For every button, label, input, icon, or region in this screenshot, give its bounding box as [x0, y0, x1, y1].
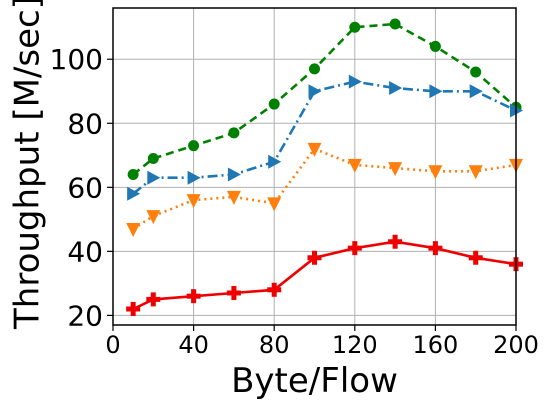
series-layer [126, 18, 523, 316]
marker-circle [228, 127, 240, 139]
marker-triangle-right [268, 154, 282, 169]
marker-triangle-down [186, 194, 201, 209]
marker-triangle-right [348, 74, 362, 89]
marker-circle [389, 18, 401, 30]
marker-circle [127, 169, 139, 181]
y-tick-label: 60 [67, 171, 103, 204]
marker-triangle-down [307, 142, 322, 157]
marker-plus-v [312, 250, 317, 265]
grid-lines [112, 8, 517, 325]
x-tick-labels: 0 40 80 120 160 200 [105, 331, 539, 359]
marker-triangle-right [308, 84, 322, 99]
y-tick-label: 80 [67, 107, 103, 140]
marker-triangle-right [429, 84, 443, 99]
marker-circle [429, 40, 441, 52]
marker-circle [147, 152, 159, 164]
marker-circle [349, 21, 361, 33]
marker-plus-v [392, 234, 398, 249]
marker-triangle-down [267, 197, 282, 212]
series-1 [127, 74, 523, 201]
marker-circle [188, 140, 200, 152]
marker-plus-v [473, 250, 479, 265]
x-axis-title: Byte/Flow [231, 361, 398, 401]
marker-triangle-down [468, 165, 483, 180]
marker-plus-v [191, 289, 197, 304]
marker-triangle-down [146, 210, 161, 225]
tick-marks [107, 58, 517, 331]
marker-plus-v [352, 241, 358, 256]
y-axis-title: Throughput [M/sec] [8, 0, 48, 330]
marker-triangle-down [126, 222, 141, 237]
marker-triangle-right [469, 84, 483, 99]
marker-triangle-down [226, 190, 241, 205]
marker-triangle-right [389, 81, 403, 96]
marker-triangle-right [227, 167, 241, 182]
marker-triangle-down [347, 158, 362, 173]
series-3 [126, 234, 523, 316]
marker-triangle-right [147, 170, 161, 185]
x-tick-label: 40 [178, 331, 209, 359]
marker-circle [309, 63, 320, 75]
marker-circle [470, 66, 482, 78]
marker-plus-v [130, 301, 136, 316]
x-tick-label: 200 [493, 331, 539, 359]
x-tick-label: 0 [105, 331, 120, 359]
marker-triangle-right [127, 186, 141, 201]
x-tick-label: 160 [412, 331, 458, 359]
marker-triangle-right [187, 170, 201, 185]
marker-plus-v [231, 285, 237, 300]
series-line [132, 22, 517, 176]
x-tick-label: 120 [332, 331, 378, 359]
marker-plus-v [271, 282, 277, 297]
series-2 [126, 142, 523, 237]
y-tick-label: 20 [67, 299, 103, 332]
y-tick-label: 40 [67, 235, 103, 268]
plot-frame [112, 7, 517, 326]
marker-triangle-down [428, 165, 443, 180]
marker-plus-v [432, 241, 438, 256]
marker-plus-v [150, 292, 156, 307]
y-tick-label: 100 [50, 43, 103, 76]
y-tick-labels: 20 40 60 80 100 [50, 43, 103, 332]
marker-triangle-down [388, 162, 403, 177]
marker-circle [268, 98, 280, 110]
x-tick-label: 80 [259, 331, 290, 359]
series-0 [127, 18, 522, 181]
series-line [132, 147, 517, 230]
